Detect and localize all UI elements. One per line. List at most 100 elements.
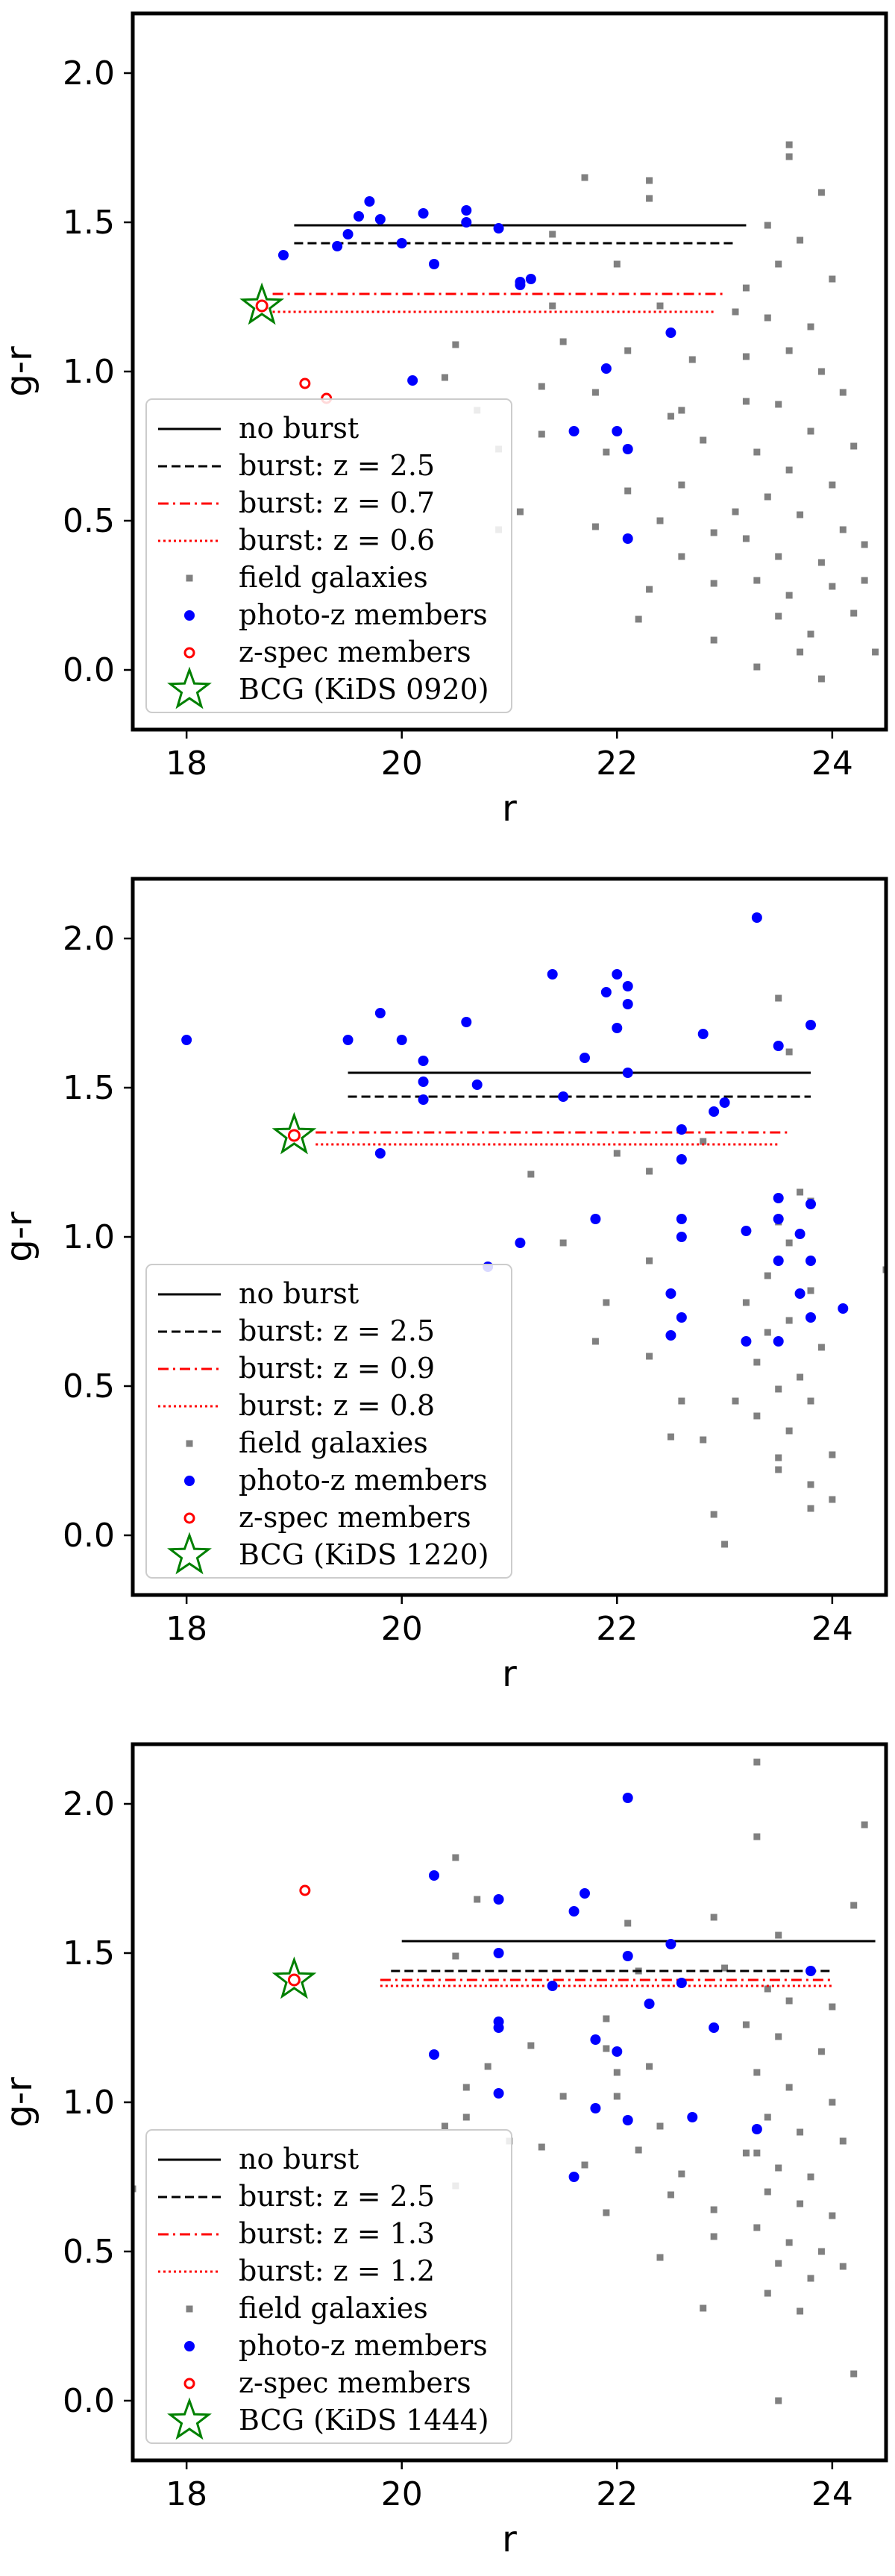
field-galaxy-point — [829, 2212, 836, 2219]
field-galaxy-point — [710, 2233, 717, 2240]
legend: no burst burst: z = 2.5 burst: z = 1.3 burs… — [145, 2129, 512, 2444]
photo-z-member-point — [622, 444, 633, 454]
field-galaxy-point — [678, 481, 685, 489]
field-galaxy-point — [785, 153, 793, 160]
field-galaxy-point — [775, 1385, 782, 1393]
photo-z-member-point — [741, 1336, 752, 1347]
x-tick-label: 22 — [596, 745, 638, 783]
field-galaxy-point — [797, 2128, 804, 2136]
x-tick-label: 22 — [596, 1610, 638, 1648]
field-galaxy-point — [559, 1239, 567, 1247]
y-tick-label: 0.5 — [63, 1367, 115, 1405]
photo-z-member-point — [374, 1148, 386, 1159]
legend-handle-bcg — [167, 1532, 212, 1575]
photo-z-member-point — [838, 1303, 849, 1314]
field-galaxy-point — [872, 648, 879, 656]
photo-z-member-point — [665, 1288, 676, 1299]
photo-z-member-point — [622, 1068, 633, 1078]
x-tick-label: 20 — [381, 745, 423, 783]
field-galaxy-point — [732, 1397, 739, 1405]
photo-z-member-point — [181, 1035, 192, 1045]
field-galaxy-point — [839, 526, 847, 533]
y-tick-label: 1.5 — [63, 204, 115, 242]
photo-z-member-point — [773, 1214, 784, 1224]
y-tick-label: 0.5 — [63, 502, 115, 540]
bcg-star-marker — [271, 1112, 317, 1155]
photo-z-member-point — [418, 1077, 429, 1087]
field-galaxy-point — [817, 189, 825, 196]
field-galaxy-point — [817, 1344, 825, 1351]
field-galaxy-point — [635, 2146, 642, 2154]
field-galaxy-point — [646, 1168, 653, 1175]
field-galaxy-point — [817, 559, 825, 566]
field-galaxy-point — [656, 302, 664, 310]
x-tick-label: 24 — [811, 2475, 853, 2513]
field-galaxy-point — [710, 636, 717, 644]
x-tick-label: 24 — [811, 745, 853, 783]
field-galaxy-point — [775, 553, 782, 560]
photo-z-member-point — [709, 1106, 720, 1117]
photo-z-member-point — [278, 250, 289, 260]
legend-entry-text: burst: z = 2.5 — [239, 449, 435, 482]
field-galaxy-point — [785, 1048, 793, 1056]
photo-z-member-point — [547, 1981, 558, 1991]
photo-z-member-point — [354, 211, 364, 222]
field-galaxy-point — [667, 1433, 674, 1441]
x-tick-label: 18 — [166, 1610, 207, 1648]
field-galaxy-point — [829, 275, 836, 283]
photo-z-member-point — [590, 2034, 601, 2045]
bcg-spec-marker — [287, 1129, 301, 1142]
field-galaxy-point — [678, 1397, 685, 1405]
z-spec-member-point — [299, 377, 311, 389]
photo-z-member-point — [461, 205, 472, 216]
field-galaxy-point — [775, 260, 782, 268]
legend-handle-field — [186, 2305, 193, 2313]
legend-handle-z-spec — [183, 1512, 195, 1524]
field-galaxy-point — [538, 383, 545, 390]
field-galaxy-point — [785, 1427, 793, 1435]
x-axis-label: r — [502, 788, 517, 830]
field-galaxy-point — [441, 2122, 448, 2130]
field-galaxy-point — [452, 1952, 459, 1960]
field-galaxy-point — [753, 2224, 761, 2231]
legend-handle-photo-z — [184, 2341, 195, 2351]
field-galaxy-point — [678, 407, 685, 414]
field-galaxy-point — [839, 389, 847, 396]
legend-entry-text: BCG (KiDS 1444) — [239, 2404, 489, 2436]
photo-z-member-point — [806, 1256, 816, 1266]
field-galaxy-point — [753, 2149, 761, 2157]
field-galaxy-point — [764, 2188, 771, 2196]
field-galaxy-point — [462, 2084, 470, 2091]
field-galaxy-point — [538, 2143, 545, 2151]
field-galaxy-point — [646, 2063, 653, 2070]
legend-entry-text: burst: z = 2.5 — [239, 2180, 435, 2213]
field-galaxy-point — [775, 2260, 782, 2267]
bcg-spec-marker — [287, 1973, 301, 1987]
photo-z-member-point — [612, 426, 623, 436]
field-galaxy-point — [646, 195, 653, 202]
photo-z-member-point — [568, 426, 580, 436]
field-galaxy-point — [635, 615, 642, 623]
field-galaxy-point — [646, 1353, 653, 1360]
field-galaxy-point — [817, 675, 825, 683]
photo-z-member-point — [622, 981, 633, 991]
photo-z-member-point — [429, 2049, 439, 2060]
field-galaxy-point — [861, 1821, 868, 1828]
photo-z-member-point — [342, 229, 354, 239]
legend-handle-field — [186, 1440, 193, 1447]
legend-handle-photo-z — [184, 1476, 195, 1486]
photo-z-member-point — [622, 1793, 633, 1803]
photo-z-member-point — [676, 1232, 687, 1242]
photo-z-member-point — [741, 1226, 752, 1236]
field-galaxy-point — [775, 1466, 782, 1473]
photo-z-member-point — [580, 1888, 590, 1899]
field-galaxy-point — [797, 648, 804, 656]
legend-handle-field — [186, 574, 193, 582]
photo-z-member-point — [622, 1951, 633, 1961]
photo-z-member-point — [418, 1056, 429, 1066]
field-galaxy-point — [839, 2137, 847, 2145]
field-galaxy-point — [667, 413, 674, 420]
x-axis-label: r — [502, 1653, 517, 1695]
photo-z-member-point — [806, 1020, 816, 1030]
field-galaxy-point — [817, 2248, 825, 2255]
